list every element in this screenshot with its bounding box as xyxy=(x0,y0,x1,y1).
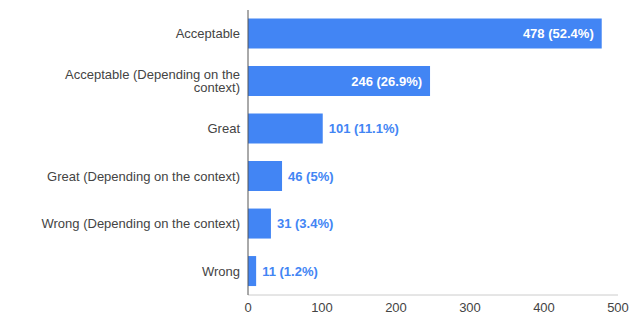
svg-text:300: 300 xyxy=(459,300,481,315)
svg-text:400: 400 xyxy=(533,300,555,315)
svg-text:478 (52.4%): 478 (52.4%) xyxy=(523,26,594,41)
svg-text:Acceptable (Depending on theco: Acceptable (Depending on thecontext) xyxy=(65,67,240,95)
svg-text:Great: Great xyxy=(207,121,240,136)
svg-text:100: 100 xyxy=(311,300,333,315)
svg-text:500: 500 xyxy=(607,300,629,315)
svg-text:0: 0 xyxy=(244,300,251,315)
svg-text:46 (5%): 46 (5%) xyxy=(288,169,334,184)
svg-text:246 (26.9%): 246 (26.9%) xyxy=(351,74,422,89)
svg-text:Acceptable: Acceptable xyxy=(176,26,240,41)
svg-text:31 (3.4%): 31 (3.4%) xyxy=(277,216,333,231)
svg-text:Wrong (Depending on the contex: Wrong (Depending on the context) xyxy=(42,216,241,231)
svg-text:11 (1.2%): 11 (1.2%) xyxy=(262,264,318,279)
svg-text:Wrong: Wrong xyxy=(202,264,240,279)
svg-text:Great (Depending on the contex: Great (Depending on the context) xyxy=(47,169,240,184)
svg-text:101 (11.1%): 101 (11.1%) xyxy=(329,121,399,136)
svg-text:200: 200 xyxy=(385,300,407,315)
